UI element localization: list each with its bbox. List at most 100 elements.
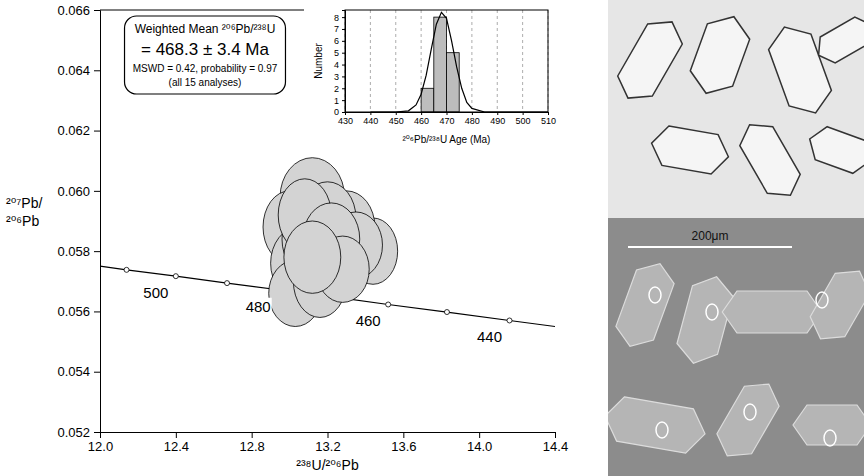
inset-x-axis-tick-mark (396, 112, 397, 115)
y-axis-tick-label: 0.060 (57, 184, 90, 199)
inset-y-axis: 012345678 (334, 11, 346, 118)
y-axis-tick-mark (94, 311, 100, 312)
x-axis-tick: 13.2 (315, 432, 340, 454)
curve-tick (507, 318, 512, 323)
inset-y-axis-tick-label: 7 (334, 24, 339, 34)
inset-x-axis-tick-label: 510 (541, 116, 556, 126)
curve-tick (444, 310, 449, 315)
inset-x-axis-tick: 430 (338, 112, 353, 126)
photo-transmitted (608, 0, 864, 218)
inset-frame (345, 10, 548, 112)
y-axis-tick: 0.064 (57, 63, 100, 78)
y-axis-tick: 0.060 (57, 184, 100, 199)
annotation-text: MSWD = 0.42, probability = 0.97 (133, 63, 278, 74)
inset-y-axis-line (342, 11, 346, 113)
grid-line (471, 10, 472, 112)
label-patch (355, 312, 382, 329)
curve-label: 440 (477, 328, 502, 345)
analysis-spot (656, 422, 668, 438)
inset-x-axis-tick-label: 470 (439, 116, 454, 126)
x-axis-title: ²³⁸U/²⁰⁶Pb (296, 457, 359, 473)
inset-x-axis-tick-mark (421, 112, 422, 115)
crystals (608, 17, 864, 456)
inset-y-axis-tick-label: 8 (334, 12, 339, 22)
curve-tick (173, 274, 178, 279)
inset-y-axis-tick: 2 (334, 84, 345, 94)
inset-y-axis-tick-label: 0 (334, 107, 339, 117)
x-axis-tick: 12.4 (164, 432, 189, 454)
inset-x-axis-tick-mark (447, 112, 448, 115)
inset-y-axis-tick-mark (342, 112, 345, 113)
y-axis-tick-mark (94, 372, 100, 373)
zircon-grain (618, 22, 683, 98)
inset-x-axis-tick-label: 500 (516, 116, 531, 126)
zircon-grain-cl (810, 271, 864, 339)
zircon-grain-cl (608, 397, 705, 453)
curve-label-group: 440 (476, 328, 503, 345)
curve-label: 500 (143, 284, 168, 301)
x-axis-tick-label: 14.4 (543, 439, 568, 454)
zircon-grain-cl (717, 384, 779, 456)
hist-bar (421, 88, 434, 112)
zircon-grain (652, 126, 729, 174)
annotation-box (125, 16, 286, 94)
y-axis-tick-mark (94, 432, 100, 433)
inset-y-axis-tick-mark (342, 76, 345, 77)
y-axis-tick-label: 0.062 (57, 123, 90, 138)
y-axis-tick-mark (94, 131, 100, 132)
zircon-grain (740, 125, 800, 196)
grid-line (395, 10, 396, 112)
inset-y-axis-tick: 7 (334, 24, 345, 34)
inset-x-axis-tick: 480 (465, 112, 480, 126)
y-axis-tick-label: 0.052 (57, 425, 90, 440)
y-axis-tick-mark (94, 191, 100, 192)
inset-y-axis-tick: 4 (334, 60, 345, 70)
inset-y-axis-tick-mark (342, 88, 345, 89)
x-axis-tick-label: 14.0 (467, 439, 492, 454)
main-chart: 12.012.412.813.213.614.014.40.0520.0540.… (6, 3, 568, 473)
inset-x-axis: 430 440 450 460 470 480 490 500 510 (338, 112, 556, 126)
inset-y-axis-tick-mark (342, 41, 345, 42)
inset-x-axis-tick-mark (472, 112, 473, 115)
annotation: Weighted Mean ²⁰⁶Pb/²³⁸U= 468.3 ± 3.4 Ma… (125, 16, 286, 94)
x-axis-tick-mark (403, 432, 404, 438)
label-patch (476, 328, 503, 345)
x-axis-tick-label: 12.4 (164, 439, 189, 454)
inset-x-axis-tick: 440 (363, 112, 378, 126)
inset-y-axis-tick-mark (342, 17, 345, 18)
inset-x-axis-tick-mark (497, 112, 498, 115)
inset-y-axis-tick-label: 1 (334, 96, 339, 106)
grid-line (522, 10, 523, 112)
zircon-grain-cl (677, 277, 733, 363)
zircon-grain-cl (722, 291, 821, 333)
inset-x-axis-tick-mark (548, 112, 549, 115)
y-axis-tick: 0.066 (57, 3, 100, 18)
y-axis-tick: 0.052 (57, 425, 100, 440)
curve-label: 460 (356, 312, 381, 329)
scale-label: 200μm (692, 229, 729, 243)
analysis-spot (744, 404, 756, 420)
x-axis-tick-mark (252, 432, 253, 438)
inset-x-axis-tick: 450 (389, 112, 404, 126)
y-axis-tick: 0.062 (57, 123, 100, 138)
y-axis-tick: 0.058 (57, 244, 100, 259)
figure: 12.012.412.813.213.614.014.40.0520.0540.… (0, 0, 864, 476)
inset-x-axis-tick-label: 460 (414, 116, 429, 126)
y-axis-tick-mark (94, 251, 100, 252)
inset-y-axis-tick: 3 (334, 72, 345, 82)
x-axis: 12.012.412.813.213.614.014.4 (88, 432, 568, 454)
zircon-grain (690, 17, 749, 94)
annotation-text: = 468.3 ± 3.4 Ma (141, 40, 269, 59)
y-axis-title: ²⁰⁷Pb/²⁰⁶Pb (6, 195, 42, 229)
inset-x-axis-tick-label: 490 (490, 116, 505, 126)
y-axis-tick: 0.056 (57, 304, 100, 319)
scale-bar (628, 246, 792, 248)
curve-label-group: 480 (245, 298, 272, 315)
label-patch (245, 298, 272, 315)
inset-y-axis-tick: 1 (334, 96, 345, 106)
inset-x-axis-line (346, 113, 549, 116)
inset-x-axis-tick: 460 (414, 112, 429, 126)
inset-x-axis-tick: 470 (439, 112, 454, 126)
plot-area (100, 158, 555, 327)
y-axis-tick-label: 0.054 (57, 364, 90, 379)
